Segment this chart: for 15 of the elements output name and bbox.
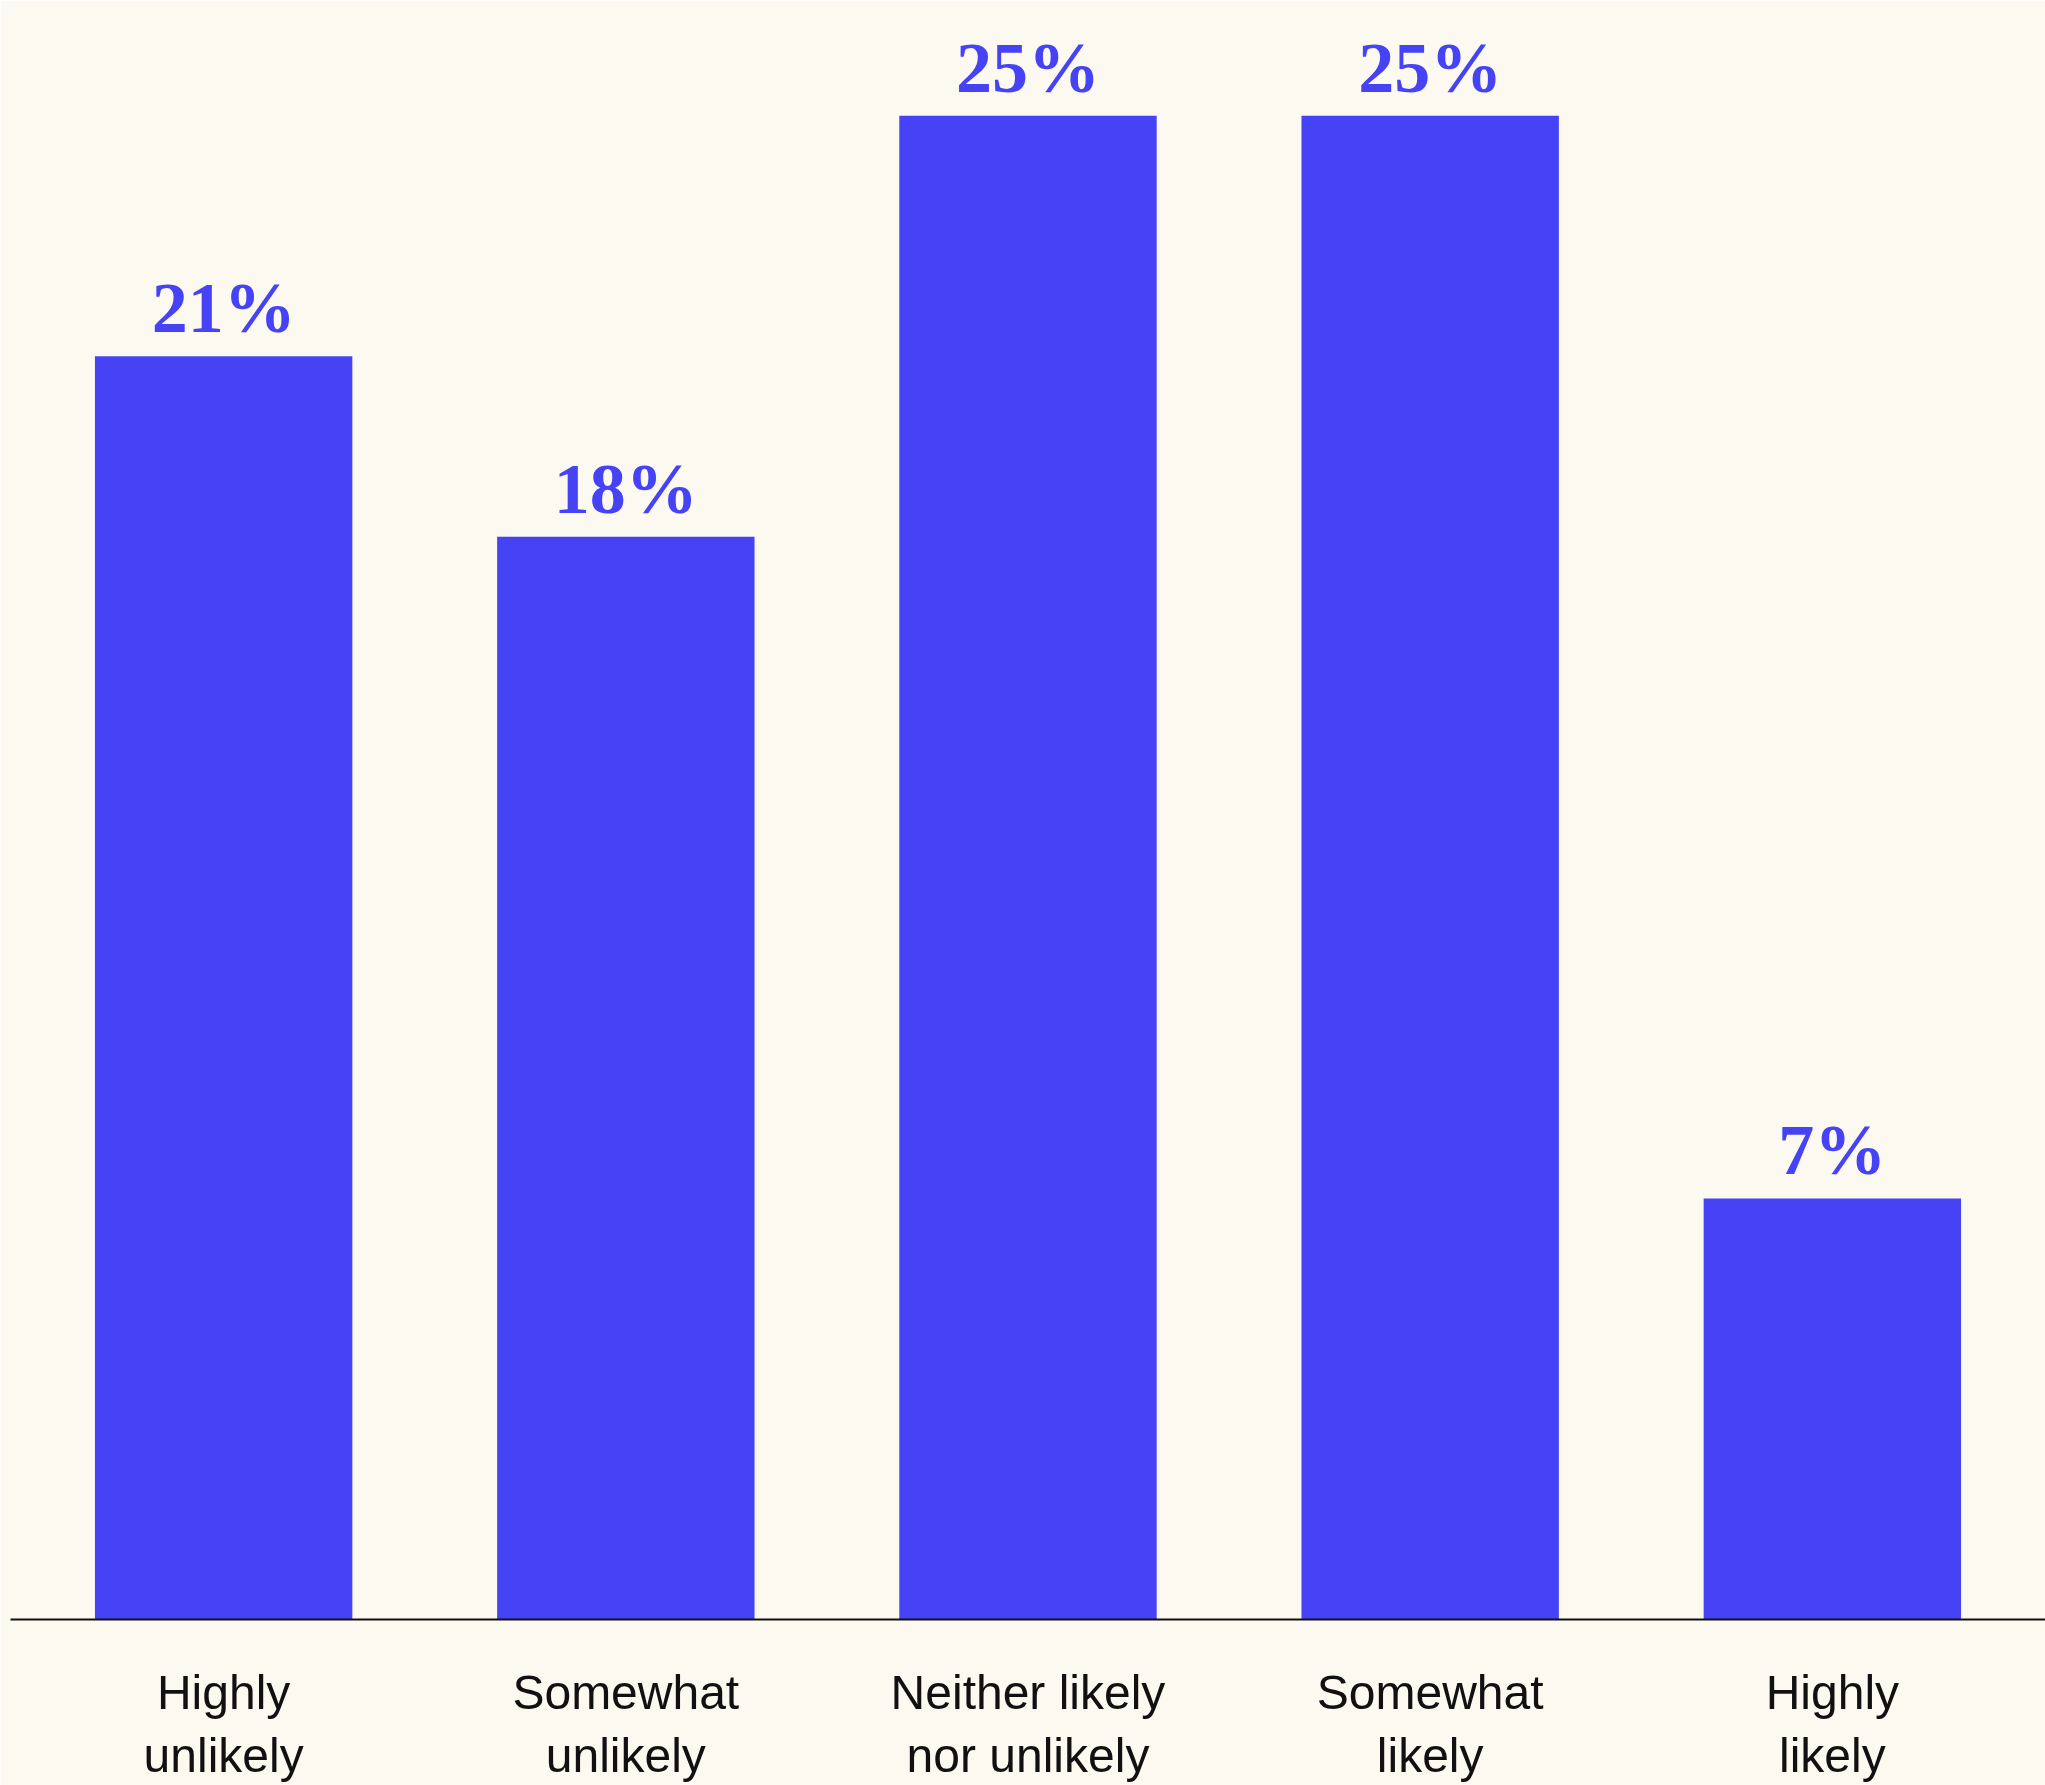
bar	[1301, 115, 1559, 1620]
bar	[899, 115, 1157, 1620]
bar	[1703, 1198, 1962, 1620]
data-label: 25%	[1358, 27, 1503, 108]
x-tick-label: Highly unlikely	[143, 1665, 304, 1783]
data-label: 7%	[1778, 1110, 1887, 1191]
data-label: 21%	[151, 268, 296, 349]
x-tick-label: Highly likely	[1765, 1665, 1900, 1783]
bar	[497, 536, 755, 1620]
x-tick-label: Somewhat unlikely	[512, 1665, 740, 1783]
x-tick-label: Somewhat likely	[1316, 1665, 1544, 1783]
data-label: 25%	[956, 27, 1100, 108]
x-tick-label: Neither likely nor unlikely	[890, 1665, 1166, 1783]
data-label: 18%	[553, 448, 698, 529]
bar	[94, 356, 353, 1620]
